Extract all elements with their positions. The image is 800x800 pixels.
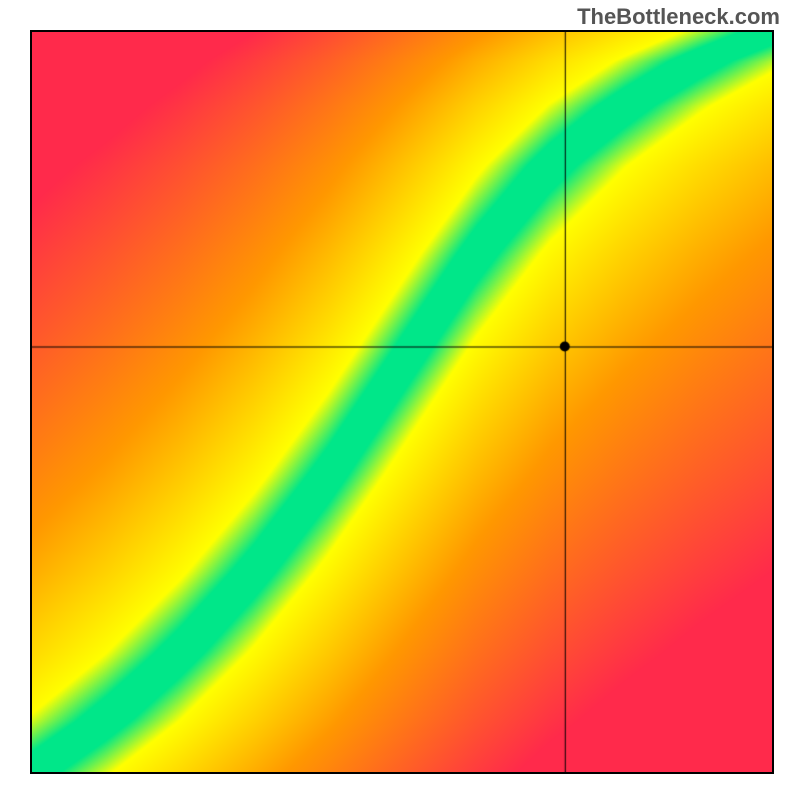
watermark-text: TheBottleneck.com (577, 4, 780, 30)
bottleneck-heatmap-chart (30, 30, 770, 770)
heatmap-canvas (30, 30, 774, 774)
